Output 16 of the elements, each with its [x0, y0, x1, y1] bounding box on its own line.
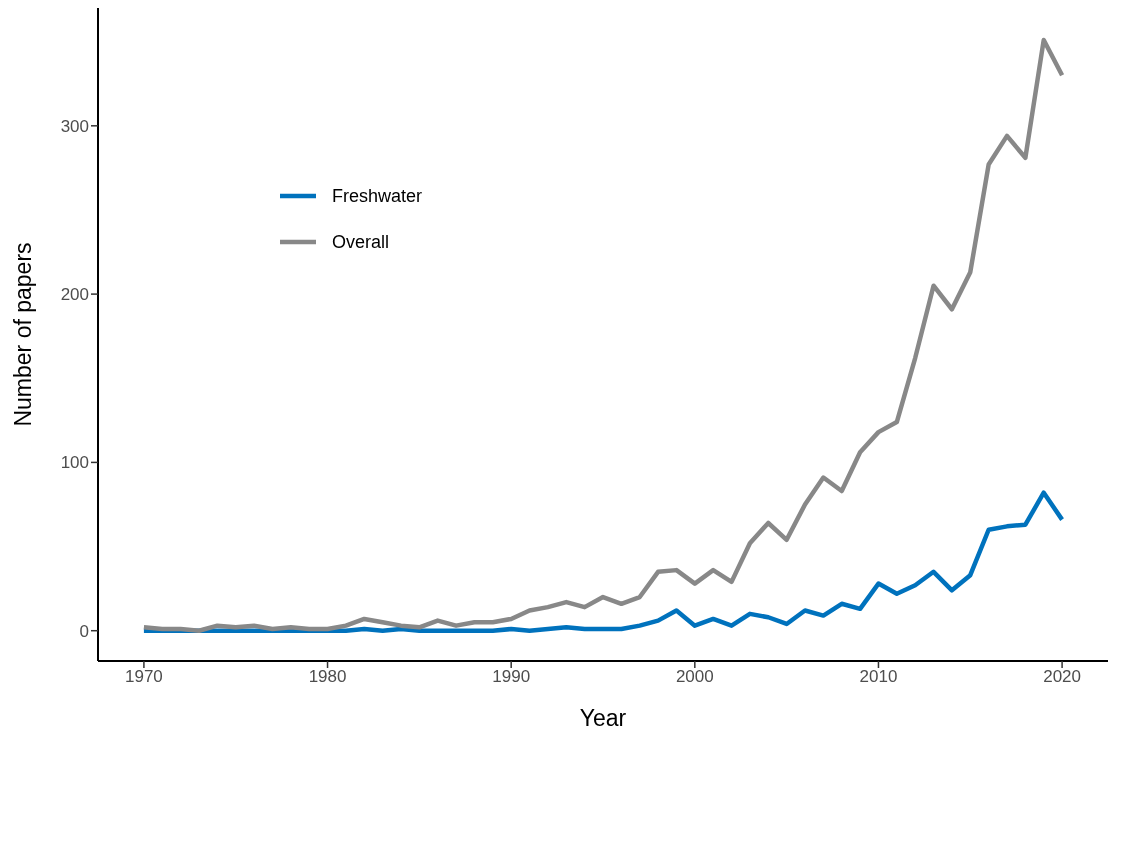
x-tick-label: 2020: [1043, 667, 1082, 687]
line-series: [141, 37, 1065, 633]
x-tick-label: 1980: [308, 667, 347, 687]
x-tick-label: 1970: [125, 667, 163, 687]
x-tick-label: 2000: [675, 667, 714, 687]
y-tick-label: 100: [60, 453, 89, 473]
line-series: [141, 490, 1065, 633]
y-axis-title: Number of papers: [10, 242, 37, 427]
y-tick-label: 300: [60, 116, 89, 136]
legend-label: Overall: [332, 231, 390, 253]
y-tick-label: 200: [60, 285, 89, 305]
x-tick-label: 2010: [859, 667, 898, 687]
y-tick-label: 0: [79, 621, 89, 641]
legend-label: Freshwater: [332, 185, 423, 207]
x-tick-label: 1990: [492, 667, 531, 687]
x-axis-title: Year: [579, 705, 627, 731]
